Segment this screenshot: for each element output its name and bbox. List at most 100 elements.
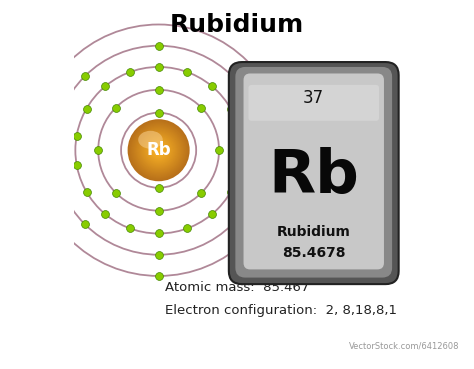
Point [377,158,384,163]
Point [198,190,205,196]
Point [155,43,163,49]
Point [250,158,258,163]
FancyBboxPatch shape [236,67,392,277]
Ellipse shape [138,131,163,149]
Circle shape [130,121,188,179]
Point [250,82,258,88]
Circle shape [153,144,165,156]
Circle shape [150,142,167,159]
Point [81,73,89,79]
Point [112,190,120,196]
Point [183,69,191,75]
Circle shape [132,123,185,177]
Point [229,221,237,227]
Circle shape [131,122,187,178]
Point [377,233,384,239]
Text: Electron configuration:  2, 8,18,8,1: Electron configuration: 2, 8,18,8,1 [165,304,397,317]
Point [363,107,370,113]
Point [243,107,251,113]
Point [237,162,245,168]
Text: VectorStock.com/6412608: VectorStock.com/6412608 [349,341,460,350]
Point [257,82,265,88]
Point [198,104,205,110]
Point [257,132,265,138]
Point [155,87,163,93]
Point [257,183,265,189]
Point [370,132,377,138]
Point [257,158,265,163]
Point [377,132,384,138]
Point [250,258,258,264]
Point [250,233,258,239]
Point [370,258,377,264]
Point [73,133,81,139]
Point [257,208,265,214]
Circle shape [136,127,182,173]
Point [363,158,370,163]
Circle shape [140,132,177,169]
FancyBboxPatch shape [248,85,379,121]
Text: VectorStock®: VectorStock® [19,341,105,351]
Point [155,252,163,258]
Circle shape [154,145,164,155]
Point [250,132,258,138]
Point [363,208,370,214]
Point [83,106,91,111]
Point [370,107,377,113]
Point [257,233,265,239]
Text: Atomic mass:  85.467: Atomic mass: 85.467 [165,281,310,294]
Circle shape [149,141,168,159]
Point [155,273,163,279]
Point [363,183,370,189]
Point [377,107,384,113]
Point [127,69,134,75]
Point [237,133,245,139]
Point [243,158,251,163]
Circle shape [145,137,172,164]
Point [155,185,163,191]
Point [155,110,163,115]
Circle shape [146,138,171,163]
Point [209,211,216,217]
Circle shape [156,148,161,152]
Circle shape [128,119,190,181]
Point [227,106,235,111]
Point [377,208,384,214]
Circle shape [143,135,174,166]
Point [370,233,377,239]
FancyBboxPatch shape [229,62,399,284]
Point [50,147,58,153]
Point [81,221,89,227]
Point [363,258,370,264]
Circle shape [144,136,173,165]
Point [183,225,191,231]
Point [94,147,102,153]
Point [243,208,251,214]
Text: Rubidium: Rubidium [170,13,304,37]
Circle shape [147,139,170,162]
Point [227,189,235,195]
Point [363,82,370,88]
Point [229,73,237,79]
Circle shape [138,130,179,171]
Text: Rb: Rb [268,148,359,207]
Point [250,107,258,113]
Point [127,225,134,231]
Circle shape [134,125,183,175]
Point [243,258,251,264]
Circle shape [141,132,176,168]
Circle shape [155,146,163,154]
Point [370,82,377,88]
Point [243,82,251,88]
Point [363,233,370,239]
Point [155,208,163,214]
Point [112,104,120,110]
Circle shape [133,124,184,176]
FancyBboxPatch shape [244,73,384,269]
Point [243,132,251,138]
Point [377,183,384,189]
Point [363,132,370,138]
Point [377,258,384,264]
Point [370,208,377,214]
Point [83,189,91,195]
